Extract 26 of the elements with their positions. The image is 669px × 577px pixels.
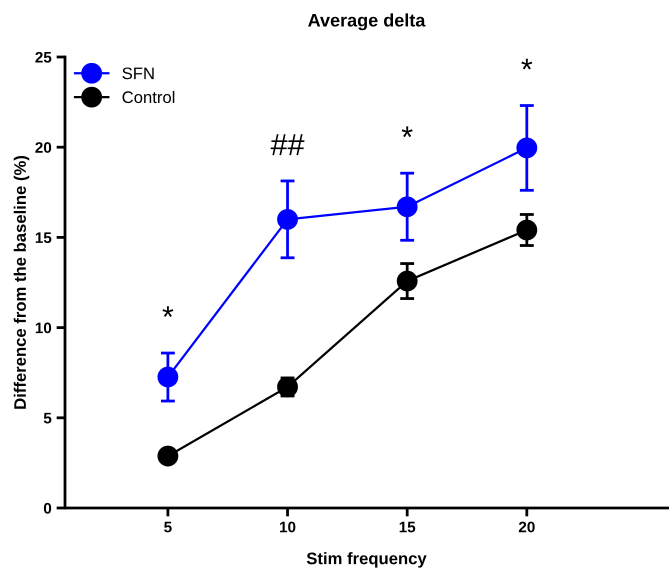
- legend-label: SFN: [122, 67, 154, 80]
- point: [157, 446, 178, 466]
- y-tick-label: 0: [44, 502, 52, 514]
- legend-label: Control: [122, 90, 174, 104]
- y-tick-label: 20: [35, 142, 52, 153]
- x-tick-label: 10: [280, 522, 296, 532]
- y-tick-label: 15: [36, 232, 52, 244]
- x-axis-title: Stim frequency: [306, 552, 427, 568]
- point: [516, 138, 538, 158]
- point: [516, 220, 538, 240]
- point: [157, 366, 178, 388]
- point: [396, 270, 418, 292]
- y-tick-label: 25: [35, 52, 52, 63]
- y-tick-label: 5: [44, 412, 52, 424]
- y-tick-label: 10: [36, 322, 52, 334]
- chart-title: Average delta: [308, 13, 426, 30]
- annotation: ##: [270, 134, 304, 156]
- annotation: *: [402, 126, 413, 138]
- x-tick-label: 15: [400, 522, 416, 532]
- annotation: *: [521, 58, 532, 70]
- y-axis-title: Difference from the baseline (%): [14, 156, 30, 409]
- point: [396, 196, 418, 218]
- annotation: *: [162, 306, 174, 317]
- x-tick-label: 20: [518, 522, 535, 532]
- point: [277, 208, 298, 230]
- x-tick-label: 5: [164, 522, 172, 532]
